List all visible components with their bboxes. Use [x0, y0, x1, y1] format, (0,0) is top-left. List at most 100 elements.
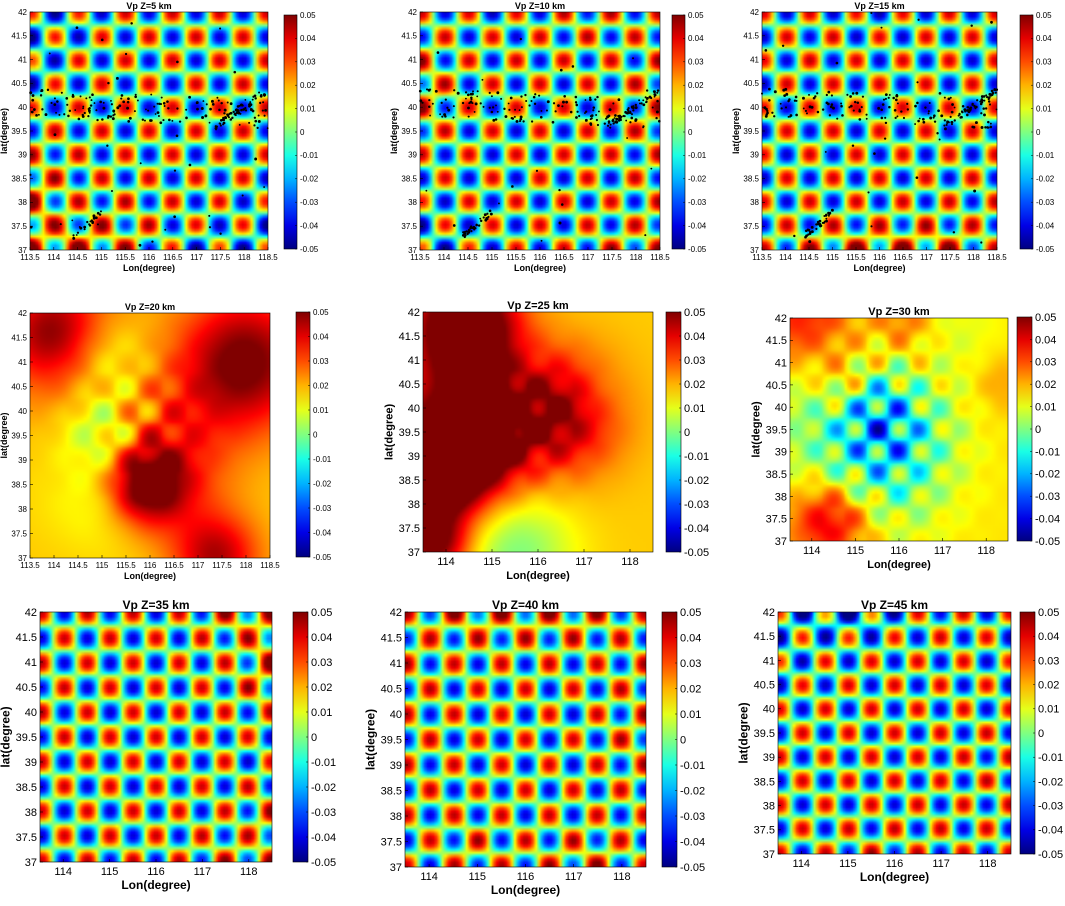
seismic-event [139, 162, 142, 165]
seismic-event [226, 113, 229, 116]
seismic-event [816, 92, 819, 95]
seismic-event [852, 109, 855, 112]
seismic-event [818, 219, 822, 223]
y-tick-label: 41 [18, 55, 27, 64]
seismic-event [924, 106, 927, 109]
x-tick-label: 113.5 [410, 253, 430, 262]
seismic-event [830, 94, 833, 97]
seismic-event [471, 102, 474, 105]
seismic-event [158, 102, 161, 106]
seismic-event [233, 112, 237, 116]
seismic-event [980, 241, 983, 244]
y-tick-label: 38 [408, 198, 417, 207]
seismic-event [465, 230, 468, 233]
seismic-event [627, 107, 630, 110]
x-tick-label: 116 [534, 253, 547, 262]
seismic-event [518, 109, 521, 112]
seismic-event [143, 119, 146, 122]
seismic-event [951, 123, 953, 126]
seismic-event [782, 88, 786, 92]
seismic-event [236, 109, 240, 113]
seismic-event [855, 91, 859, 95]
chart-title: Vp Z=25 km [507, 300, 569, 312]
y-tick-label: 40.5 [766, 380, 787, 392]
y-tick-label: 41.5 [743, 32, 759, 41]
seismic-event [575, 103, 579, 107]
seismic-event [509, 96, 513, 100]
seismic-event [150, 93, 153, 96]
colorbar-tick-label: 0 [300, 128, 305, 137]
y-tick-label: 39.5 [754, 728, 775, 740]
x-tick-label: 116 [873, 253, 886, 262]
x-axis-label: Lon(degree) [123, 263, 175, 273]
seismic-event [594, 98, 597, 101]
colorbar-tick-label: 0 [1038, 728, 1044, 740]
seismic-event [883, 137, 887, 140]
seismic-event [644, 96, 647, 99]
x-tick-label: 114 [420, 871, 438, 883]
heatmap-field [40, 612, 272, 862]
seismic-event [482, 216, 485, 219]
heatmap-field [405, 612, 646, 867]
seismic-event [222, 123, 225, 126]
seismic-event [888, 105, 891, 109]
colorbar-tick-label: 0.03 [684, 355, 705, 367]
seismic-event [82, 105, 85, 108]
seismic-event [558, 221, 562, 225]
seismic-event [984, 107, 988, 110]
seismic-event [59, 223, 62, 226]
x-axis-label: Lon(degree) [514, 263, 566, 273]
seismic-event [456, 91, 460, 95]
seismic-event [914, 123, 917, 125]
seismic-event [938, 138, 941, 141]
seismic-event [990, 89, 994, 93]
seismic-event [768, 87, 771, 91]
seismic-event [249, 103, 253, 107]
seismic-event [92, 214, 96, 218]
seismic-event [632, 57, 635, 60]
seismic-event [238, 104, 241, 107]
colorbar-tick-label: -0.02 [1036, 175, 1055, 184]
seismic-event [259, 101, 262, 105]
colorbar-tick-label: 0.04 [313, 332, 329, 341]
seismic-event [626, 137, 629, 139]
colorbar-tick-label: -0.03 [311, 807, 336, 819]
seismic-event [141, 118, 145, 121]
seismic-event [815, 227, 818, 230]
y-axis-label: lat(degree) [0, 706, 13, 767]
seismic-event [922, 120, 926, 124]
y-tick-label: 38 [763, 800, 775, 812]
y-tick-label: 37.5 [16, 832, 37, 844]
seismic-event [91, 93, 94, 97]
seismicity-points [418, 37, 661, 242]
seismic-event [816, 110, 820, 114]
seismic-event [892, 96, 895, 100]
seismic-event [950, 120, 954, 124]
seismic-event [986, 96, 989, 99]
seismic-event [860, 106, 863, 109]
seismic-event [525, 99, 528, 103]
y-tick-label: 39 [775, 447, 787, 459]
seismic-event [461, 101, 465, 105]
seismic-event [229, 102, 233, 106]
seismic-event [646, 96, 649, 100]
colorbar-tick-label: 0.02 [311, 682, 332, 694]
y-tick-label: 39.5 [381, 734, 402, 746]
x-tick-label: 116 [517, 871, 535, 883]
seismic-event [896, 115, 899, 118]
seismic-event [779, 102, 782, 105]
seismic-event [428, 105, 431, 109]
colorbar-tick-label: -0.03 [688, 198, 707, 207]
colorbar-tick-label: -0.04 [313, 528, 332, 537]
seismic-event [565, 100, 569, 104]
seismic-event [867, 191, 870, 194]
seismic-event [630, 113, 634, 116]
seismic-event [39, 94, 43, 97]
seismic-event [982, 107, 985, 110]
heatmap-field [30, 12, 268, 250]
seismic-event [576, 110, 579, 113]
seismic-event [428, 98, 431, 102]
seismic-event [257, 114, 260, 117]
colorbar-tick-label: 0.02 [684, 379, 705, 391]
seismic-event [575, 116, 578, 119]
